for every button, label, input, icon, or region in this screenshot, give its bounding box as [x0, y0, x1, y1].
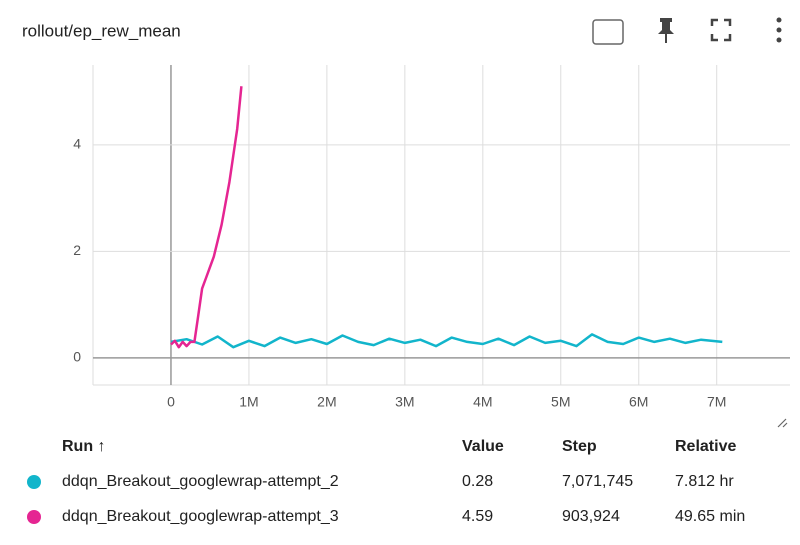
column-header: Run ↑ [62, 438, 106, 455]
y-tick-label: 0 [73, 349, 81, 365]
table-cell: 0.28 [462, 473, 493, 490]
fit-icon[interactable] [592, 19, 624, 45]
table-cell: 49.65 min [675, 508, 745, 525]
series-line [170, 333, 723, 349]
x-tick-label: 1M [239, 394, 258, 410]
run-name: ddqn_Breakout_googlewrap-attempt_2 [62, 473, 339, 490]
column-header: Step [562, 438, 597, 455]
pin-icon[interactable] [658, 18, 674, 43]
x-tick-label: 7M [707, 394, 726, 410]
table-cell: 7,071,745 [562, 473, 633, 490]
run-color-dot [27, 510, 41, 524]
resize-handle[interactable] [777, 418, 788, 428]
x-tick-label: 6M [629, 394, 648, 410]
y-tick-label: 4 [73, 136, 81, 152]
menu-icon[interactable] [776, 17, 782, 43]
x-tick-label: 2M [317, 394, 336, 410]
run-color-dot [27, 475, 41, 489]
x-tick-label: 4M [473, 394, 492, 410]
x-tick-label: 0 [167, 394, 175, 410]
x-tick-label: 3M [395, 394, 414, 410]
run-name: ddqn_Breakout_googlewrap-attempt_3 [62, 508, 339, 525]
column-header: Relative [675, 438, 736, 455]
fullscreen-icon[interactable] [710, 18, 732, 42]
table-cell: 7.812 hr [675, 473, 734, 490]
run-table: Run ↑ Value Step Relative ddqn_Breakout_goog… [27, 438, 745, 525]
table-cell: 4.59 [462, 508, 493, 525]
y-tick-label: 2 [73, 242, 81, 258]
toolbar[interactable] [592, 17, 782, 45]
card-title: rollout/ep_rew_mean [22, 21, 181, 40]
x-tick-label: 5M [551, 394, 570, 410]
table-cell: 903,924 [562, 508, 620, 525]
series-line [170, 86, 243, 349]
plot: 0 1M 2M 3M 4M 5M 6M 7M 0 2 4 [73, 65, 790, 410]
column-header: Value [462, 438, 504, 455]
